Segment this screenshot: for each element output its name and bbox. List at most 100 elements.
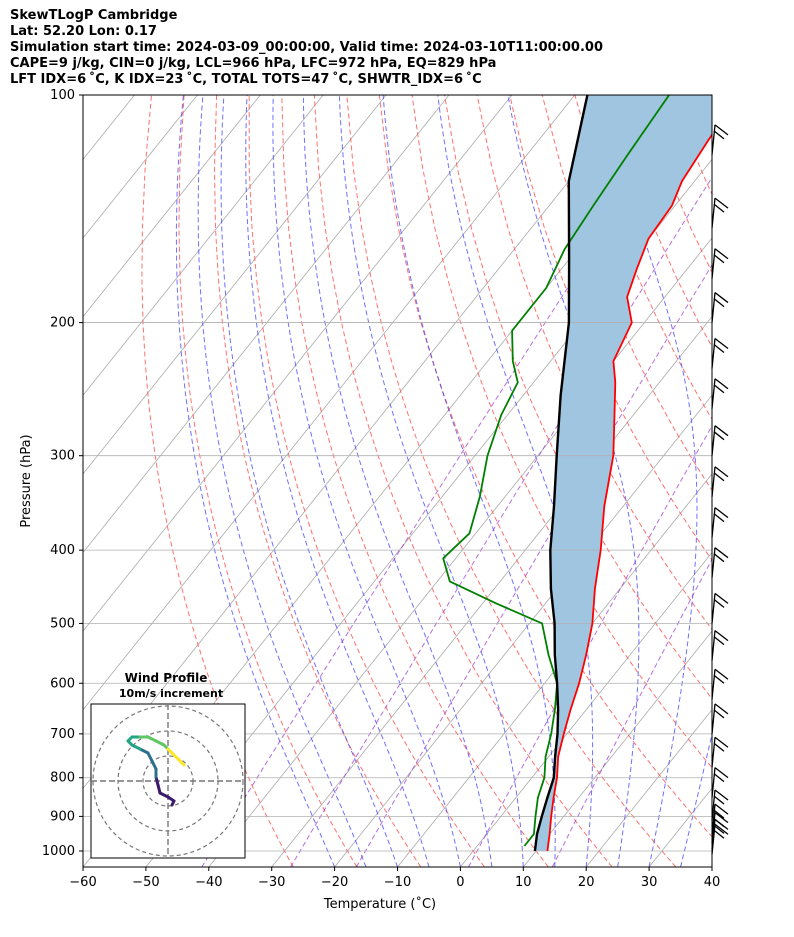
wind-barb-flag (713, 431, 725, 441)
wind-barb (711, 292, 729, 323)
x-tick-label: 20 (578, 875, 595, 890)
wind-barb (711, 507, 729, 538)
wind-barb-staff (711, 292, 716, 323)
wind-barb (711, 803, 729, 835)
dry-adiabat-line (704, 95, 712, 114)
wind-barb-staff (711, 737, 716, 768)
wind-barb (711, 592, 729, 624)
wind-barb-staff (711, 824, 716, 855)
wind-barb-staff (711, 378, 716, 409)
dry-adiabat-line (281, 95, 549, 867)
wind-barb-flag (714, 547, 729, 559)
isotherm-line (145, 158, 712, 867)
dry-adiabat-line (213, 95, 422, 867)
wind-barb-flag (714, 823, 729, 835)
wind-barb-flag (713, 553, 725, 563)
dry-adiabat-line (770, 95, 794, 867)
wind-barb-flag (714, 818, 729, 830)
moist-adiabat-line (220, 95, 398, 867)
wind-barb (711, 789, 729, 821)
wind-barb (711, 703, 729, 734)
hodograph-subtitle: 10m/s increment (119, 687, 223, 700)
dewpoint-line (442, 95, 670, 847)
moist-adiabat-line (680, 731, 712, 867)
mixing-ratio-line (290, 176, 712, 867)
wind-barb-flag (714, 292, 729, 304)
wind-barb-flag (714, 703, 729, 715)
isotherm-line (83, 95, 261, 318)
isotherm-line (711, 866, 712, 867)
y-tick-label: 200 (50, 316, 75, 331)
wind-barb-flag (713, 636, 725, 646)
moist-adiabat-line (338, 95, 524, 867)
isotherm-line (0, 95, 72, 867)
wind-barb-flag (713, 298, 725, 308)
wind-barb (711, 736, 729, 768)
wind-barb-flag (714, 248, 729, 260)
wind-barb (711, 197, 729, 229)
x-axis-label: Temperature (˚C) (323, 896, 436, 912)
moist-adiabat-line (272, 95, 461, 867)
temperature-line (546, 133, 712, 852)
wind-barb-flag (713, 254, 725, 264)
wind-barb (711, 547, 729, 578)
wind-barb-flag (714, 507, 729, 519)
wind-barb-flag (714, 803, 729, 815)
wind-barb-flag (714, 337, 729, 349)
index-info: LFT IDX=6 ˚C, K IDX=23 ˚C, TOTAL TOTS=47… (10, 72, 482, 87)
wind-barb-staff (711, 789, 716, 821)
wind-barb-flag (713, 513, 725, 523)
moist-adiabat-line (245, 95, 430, 867)
hodograph-title: Wind Profile (125, 671, 208, 685)
y-tick-label: 1000 (42, 844, 75, 859)
isotherm-line (83, 95, 324, 396)
dry-adiabat-line (444, 95, 712, 700)
wind-barb-flag (714, 789, 729, 801)
wind-barb-flag (713, 384, 725, 394)
dry-adiabat-line (541, 95, 712, 492)
wind-barb-staff (711, 630, 716, 661)
isotherm-line (83, 95, 387, 475)
wind-barb-staff (711, 507, 716, 538)
isotherm-line (334, 394, 712, 867)
location-info: Lat: 52.20 Lon: 0.17 (10, 24, 157, 39)
cape-area (534, 95, 712, 851)
wind-barb-staff (711, 767, 716, 798)
wind-barb-flag (713, 709, 725, 719)
wind-barb-flag (714, 767, 729, 779)
y-tick-label: 600 (50, 676, 75, 691)
parcel-line (533, 95, 589, 852)
dry-adiabat-line (141, 95, 294, 867)
mixing-ratio-line (551, 558, 712, 867)
x-tick-label: 10 (515, 875, 532, 890)
x-tick-label: 40 (704, 875, 721, 890)
wind-barb-flag (713, 773, 725, 783)
wind-barb-staff (711, 804, 716, 835)
isotherm-line (83, 95, 450, 554)
x-tick-label: 30 (641, 875, 658, 890)
wind-barb-staff (711, 547, 716, 578)
wind-barb-staff (711, 198, 716, 229)
x-tick-label: −60 (69, 875, 96, 890)
wind-barb (711, 425, 729, 456)
wind-barb (711, 630, 729, 661)
wind-barb-flag (714, 124, 729, 136)
wind-barb (711, 668, 729, 700)
wind-barb-flag (713, 824, 725, 834)
chart-header: SkewTLogP Cambridge Lat: 52.20 Lon: 0.17… (10, 8, 603, 88)
wind-barb-flag (714, 592, 729, 604)
x-tick-label: −50 (132, 875, 159, 890)
wind-barb-flag (714, 736, 729, 748)
hodograph-trace-segment (178, 759, 186, 767)
x-tick-label: −20 (321, 875, 348, 890)
wind-barb-flag (713, 809, 725, 819)
wind-barbs (711, 124, 729, 855)
y-tick-label: 100 (50, 88, 75, 103)
wind-barb (711, 378, 729, 409)
isotherm-line (775, 95, 794, 867)
wind-barb-flag (714, 378, 729, 390)
wind-barb-flag (713, 130, 725, 140)
wind-barb-flag (714, 812, 729, 824)
time-info: Simulation start time: 2024-03-09_00:00:… (10, 40, 603, 55)
